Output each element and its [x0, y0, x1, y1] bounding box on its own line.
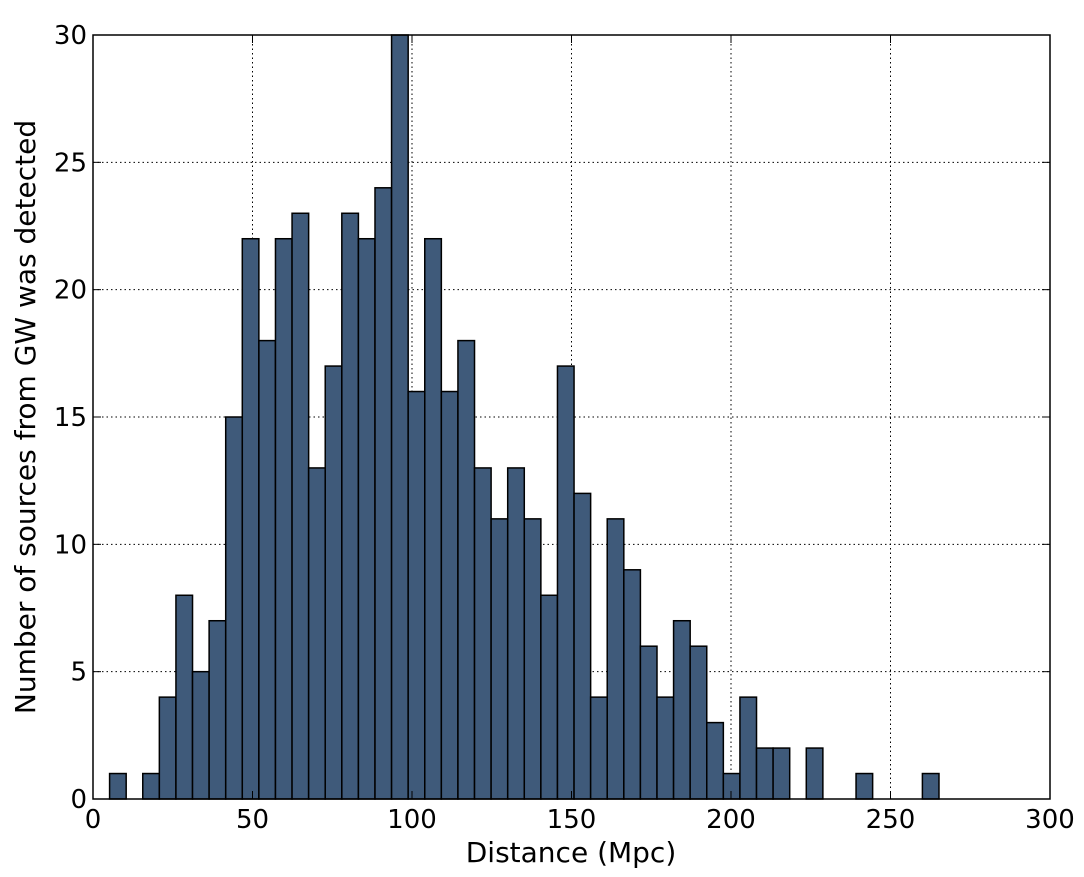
histogram-bar: [390, 34, 409, 800]
y-tick-label: 20: [54, 276, 87, 306]
histogram-bar: [357, 237, 376, 800]
histogram-bar: [307, 467, 326, 800]
histogram-bar: [855, 772, 874, 800]
histogram-bars: [108, 34, 940, 800]
histogram-bar: [241, 237, 260, 800]
histogram-bar: [490, 518, 509, 800]
x-tick-label: 250: [866, 805, 916, 835]
histogram-bar: [473, 467, 492, 800]
histogram-bar: [921, 772, 940, 800]
x-tick-labels: 0 50 100 150 200 250 300: [85, 805, 1075, 835]
histogram-bar: [424, 237, 443, 800]
histogram-bar: [374, 187, 393, 800]
x-tick-label: 50: [236, 805, 269, 835]
y-tick-label: 5: [70, 658, 87, 688]
histogram-bar: [656, 696, 675, 800]
histogram-bar: [540, 594, 559, 800]
histogram-bar: [589, 696, 608, 800]
histogram-bar: [556, 365, 575, 800]
histogram-bar: [739, 696, 758, 800]
axis-ticks: [92, 34, 1051, 800]
histogram-bar: [722, 772, 741, 800]
x-tick-label: 100: [387, 805, 437, 835]
histogram-bar: [457, 339, 476, 800]
histogram-bar: [142, 772, 161, 800]
y-tick-labels: 0 5 10 15 20 25 30: [54, 21, 87, 815]
histogram-bar: [672, 619, 691, 800]
histogram-bar: [224, 416, 244, 800]
histogram-bar: [291, 212, 310, 800]
histogram-bar: [407, 390, 426, 800]
y-tick-label: 10: [54, 530, 87, 560]
histogram-bar: [274, 237, 293, 800]
histogram-bar: [108, 772, 127, 800]
histogram-bar: [506, 467, 526, 800]
histogram-bar: [191, 670, 210, 800]
histogram-bar: [158, 696, 177, 800]
histogram-bar: [623, 569, 642, 800]
histogram-bar: [689, 645, 708, 800]
x-tick-label: 150: [547, 805, 597, 835]
x-tick-label: 0: [85, 805, 102, 835]
x-tick-label: 200: [706, 805, 756, 835]
histogram-bar: [606, 518, 625, 800]
histogram-bar: [805, 747, 824, 800]
y-axis-label: Number of sources from GW was detected: [9, 120, 42, 714]
histogram-bar: [175, 594, 194, 800]
histogram-bar: [639, 645, 658, 800]
histogram-bar: [258, 339, 277, 800]
y-tick-label: 15: [54, 403, 87, 433]
histogram-bar: [440, 390, 459, 800]
histogram-bar: [755, 747, 774, 800]
y-tick-label: 25: [54, 148, 87, 178]
histogram-bar: [208, 619, 227, 800]
histogram-bar: [324, 365, 343, 800]
histogram-bar: [772, 747, 791, 800]
histogram-bar: [523, 518, 542, 800]
y-tick-label: 30: [54, 21, 87, 51]
y-tick-label: 0: [70, 785, 87, 815]
histogram-bar: [341, 212, 360, 800]
x-tick-label: 300: [1025, 805, 1075, 835]
x-axis-label: Distance (Mpc): [466, 836, 677, 869]
histogram-bar: [573, 492, 592, 800]
histogram-bar: [706, 721, 725, 800]
